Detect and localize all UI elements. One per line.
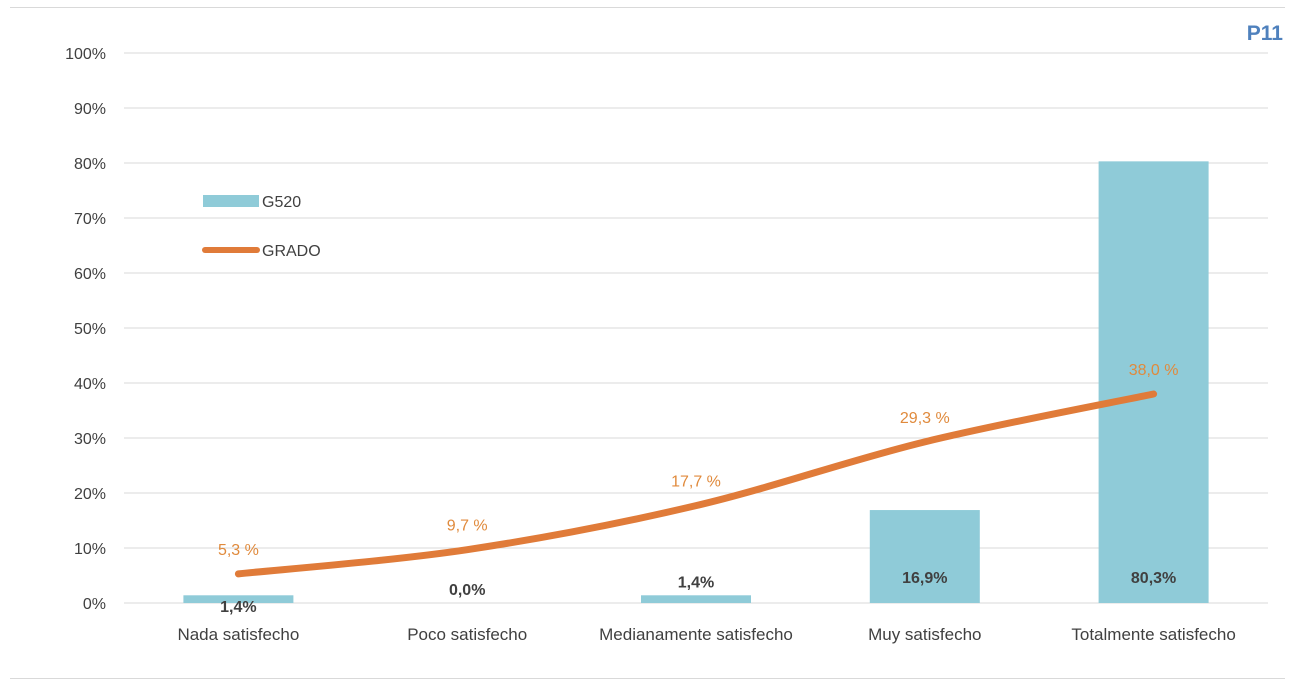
y-axis-ticks: 0% 10% 20% 30% 40% 50% 60% 70% 80% 90% 100% — [65, 46, 106, 613]
line-value-label: 9,7 % — [447, 518, 488, 535]
legend-label: G520 — [262, 194, 301, 211]
line-series: 5,3 % 9,7 % 17,7 % 29,3 % 38,0 % — [218, 362, 1179, 578]
y-tick-label: 50% — [74, 321, 106, 338]
legend-label: GRADO — [262, 243, 321, 260]
bar-value-label: 0,0% — [449, 582, 485, 599]
line-value-label: 29,3 % — [900, 410, 950, 427]
bar — [1098, 161, 1209, 603]
y-tick-label: 20% — [74, 486, 106, 503]
gridlines — [124, 52, 1268, 604]
y-tick-label: 80% — [74, 156, 106, 173]
line-value-label: 17,7 % — [671, 474, 721, 491]
y-tick-label: 30% — [74, 431, 106, 448]
y-tick-label: 100% — [65, 46, 106, 63]
x-tick-label: Totalmente satisfecho — [1071, 625, 1235, 644]
bar-value-label: 80,3% — [1131, 570, 1176, 587]
bottom-divider — [10, 678, 1285, 679]
bar — [641, 595, 751, 603]
bar — [183, 595, 294, 603]
x-tick-label: Poco satisfecho — [407, 625, 527, 644]
bar-value-label: 16,9% — [902, 570, 947, 587]
bar-value-label: 1,4% — [678, 574, 714, 591]
top-divider — [10, 7, 1285, 8]
x-tick-label: Nada satisfecho — [177, 625, 299, 644]
y-tick-label: 10% — [74, 541, 106, 558]
line-value-label: 38,0 % — [1129, 362, 1179, 379]
y-tick-label: 60% — [74, 266, 106, 283]
x-tick-label: Medianamente satisfecho — [599, 625, 793, 644]
x-axis-ticks: Nada satisfecho Poco satisfecho Medianamen… — [177, 625, 1235, 644]
bar-series: 1,4% 0,0% 1,4% 16,9% 80,3% — [183, 161, 1209, 616]
bar-value-label: 1,4% — [220, 599, 256, 616]
y-tick-label: 90% — [74, 101, 106, 118]
x-tick-label: Muy satisfecho — [868, 625, 981, 644]
legend: G520 GRADO — [202, 194, 321, 260]
chart-tag: P11 — [1246, 22, 1283, 45]
line-value-label: 5,3 % — [218, 542, 259, 559]
y-tick-label: 40% — [74, 376, 106, 393]
grado-line — [234, 390, 1158, 578]
bar — [869, 510, 980, 603]
y-tick-label: 70% — [74, 211, 106, 228]
y-tick-label: 0% — [83, 596, 106, 613]
legend-swatch-bar — [203, 195, 259, 207]
